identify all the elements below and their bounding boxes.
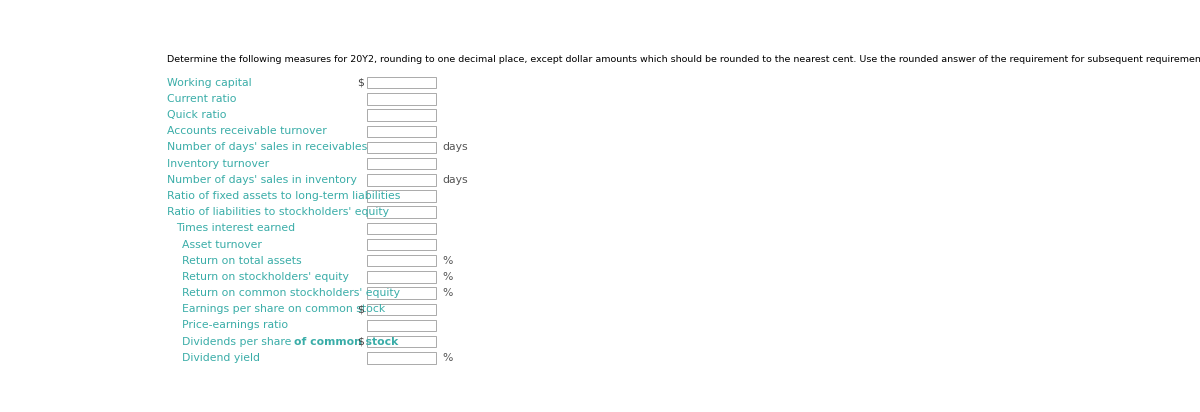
Text: days: days: [442, 175, 468, 185]
Text: $: $: [358, 337, 364, 346]
FancyBboxPatch shape: [367, 174, 437, 185]
FancyBboxPatch shape: [367, 190, 437, 202]
Text: Working capital: Working capital: [167, 78, 251, 88]
FancyBboxPatch shape: [367, 222, 437, 234]
FancyBboxPatch shape: [367, 304, 437, 315]
Text: Return on total assets: Return on total assets: [181, 256, 301, 266]
Text: $: $: [358, 304, 364, 314]
FancyBboxPatch shape: [367, 271, 437, 283]
Text: Price-earnings ratio: Price-earnings ratio: [181, 321, 288, 330]
FancyBboxPatch shape: [367, 206, 437, 218]
Text: Accounts receivable turnover: Accounts receivable turnover: [167, 126, 326, 136]
FancyBboxPatch shape: [367, 142, 437, 153]
FancyBboxPatch shape: [367, 336, 437, 347]
FancyBboxPatch shape: [367, 93, 437, 105]
Text: days: days: [442, 143, 468, 152]
Text: %: %: [442, 272, 452, 282]
Text: Determine the following measures for 20Y2, rounding to one decimal place, except: Determine the following measures for 20Y…: [167, 55, 1200, 64]
Text: Asset turnover: Asset turnover: [181, 239, 262, 250]
Text: Ratio of liabilities to stockholders' equity: Ratio of liabilities to stockholders' eq…: [167, 207, 389, 217]
Text: $: $: [358, 78, 364, 88]
Text: Number of days' sales in receivables: Number of days' sales in receivables: [167, 143, 367, 152]
Text: of common stock: of common stock: [294, 337, 398, 346]
FancyBboxPatch shape: [367, 77, 437, 89]
Text: Quick ratio: Quick ratio: [167, 110, 227, 120]
Text: Dividend yield: Dividend yield: [181, 353, 259, 363]
Text: Inventory turnover: Inventory turnover: [167, 159, 269, 169]
Text: Dividends per share: Dividends per share: [181, 337, 294, 346]
FancyBboxPatch shape: [367, 126, 437, 137]
Text: Number of days' sales in inventory: Number of days' sales in inventory: [167, 175, 356, 185]
FancyBboxPatch shape: [367, 320, 437, 331]
FancyBboxPatch shape: [367, 158, 437, 169]
Text: Current ratio: Current ratio: [167, 94, 236, 104]
Text: %: %: [442, 256, 452, 266]
FancyBboxPatch shape: [367, 255, 437, 267]
FancyBboxPatch shape: [367, 110, 437, 121]
Text: %: %: [442, 353, 452, 363]
FancyBboxPatch shape: [367, 288, 437, 299]
Text: Earnings per share on common stock: Earnings per share on common stock: [181, 304, 385, 314]
Text: Return on common stockholders' equity: Return on common stockholders' equity: [181, 288, 400, 298]
Text: Times interest earned: Times interest earned: [176, 223, 295, 233]
Text: Ratio of fixed assets to long-term liabilities: Ratio of fixed assets to long-term liabi…: [167, 191, 400, 201]
FancyBboxPatch shape: [367, 352, 437, 363]
Text: %: %: [442, 288, 452, 298]
Text: Return on stockholders' equity: Return on stockholders' equity: [181, 272, 348, 282]
FancyBboxPatch shape: [367, 239, 437, 250]
